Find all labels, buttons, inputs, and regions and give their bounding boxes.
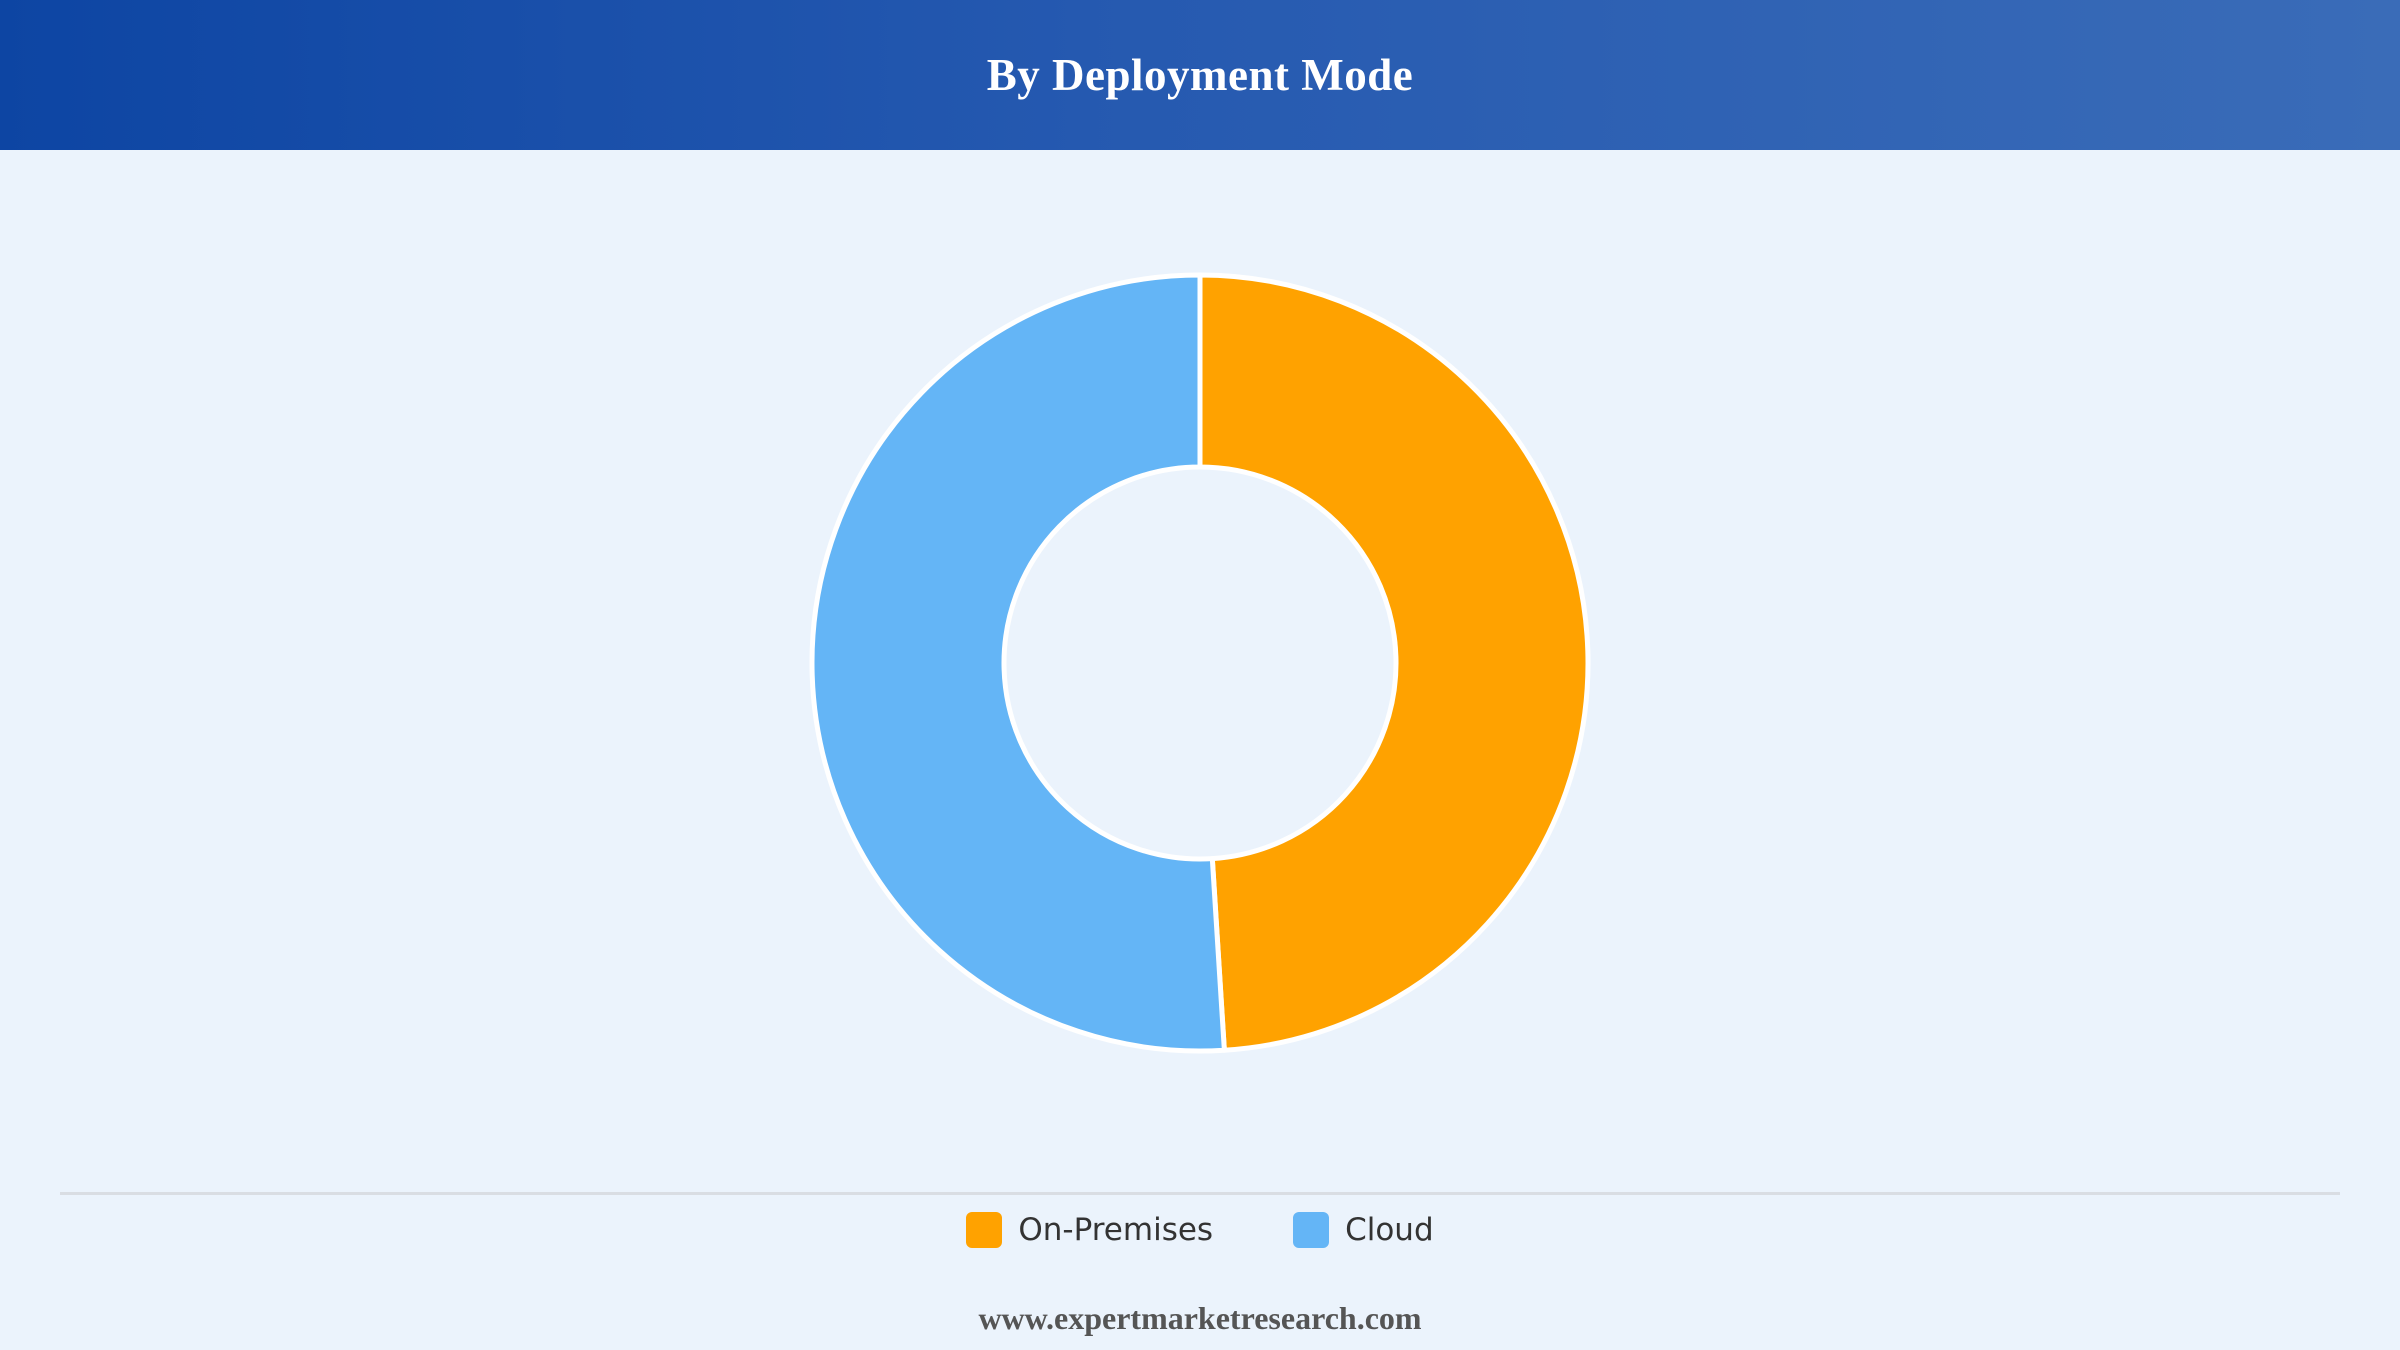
legend-divider: [60, 1192, 2340, 1195]
legend-item-on-premises[interactable]: On-Premises: [966, 1212, 1213, 1248]
legend-item-cloud[interactable]: Cloud: [1293, 1212, 1434, 1248]
legend-label-cloud: Cloud: [1345, 1212, 1434, 1248]
legend-label-on-premises: On-Premises: [1018, 1212, 1214, 1248]
source-url: www.expertmarketresearch.com: [978, 1300, 1422, 1336]
slice-on-premises[interactable]: [1197, 272, 1591, 1053]
chart-header: By Deployment Mode: [0, 0, 2400, 150]
slice-cloud[interactable]: [809, 272, 1227, 1054]
chart-title: By Deployment Mode: [986, 50, 1414, 100]
donut-chart: [809, 272, 1591, 1054]
legend: On-Premises Cloud: [0, 1210, 2400, 1250]
legend-swatch-on-premises: [966, 1212, 1003, 1248]
legend-swatch-cloud: [1293, 1212, 1330, 1248]
donut-slices: [809, 272, 1591, 1054]
